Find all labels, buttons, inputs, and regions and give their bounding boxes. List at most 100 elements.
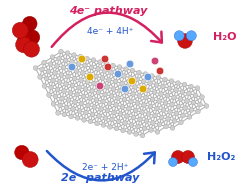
- Circle shape: [140, 133, 144, 138]
- Circle shape: [76, 62, 80, 66]
- Circle shape: [167, 110, 172, 114]
- Circle shape: [134, 77, 139, 82]
- Circle shape: [152, 113, 157, 118]
- Circle shape: [111, 87, 115, 91]
- Circle shape: [161, 108, 165, 112]
- Circle shape: [132, 85, 137, 89]
- Circle shape: [100, 76, 104, 80]
- Circle shape: [78, 54, 82, 59]
- Circle shape: [110, 63, 115, 68]
- Circle shape: [199, 95, 204, 99]
- Circle shape: [89, 89, 94, 93]
- Circle shape: [38, 75, 42, 79]
- Circle shape: [172, 119, 176, 123]
- Circle shape: [148, 128, 153, 132]
- Circle shape: [89, 65, 93, 70]
- Circle shape: [48, 62, 53, 66]
- Circle shape: [151, 57, 158, 65]
- Circle shape: [114, 126, 118, 131]
- Circle shape: [139, 110, 144, 114]
- Circle shape: [79, 101, 83, 106]
- Circle shape: [87, 72, 91, 77]
- Circle shape: [87, 96, 92, 100]
- Circle shape: [52, 71, 57, 75]
- Circle shape: [158, 92, 163, 96]
- Circle shape: [50, 55, 55, 59]
- Circle shape: [137, 94, 141, 98]
- Circle shape: [162, 77, 167, 82]
- Circle shape: [133, 108, 137, 113]
- Circle shape: [81, 94, 85, 99]
- Circle shape: [91, 58, 96, 62]
- Circle shape: [105, 108, 109, 113]
- Circle shape: [169, 79, 173, 83]
- Circle shape: [33, 66, 38, 70]
- Circle shape: [96, 114, 101, 118]
- Circle shape: [47, 93, 51, 97]
- Circle shape: [94, 98, 99, 102]
- Circle shape: [141, 103, 146, 107]
- Circle shape: [58, 49, 63, 54]
- Circle shape: [15, 145, 29, 160]
- Circle shape: [124, 114, 129, 118]
- Circle shape: [130, 68, 134, 73]
- Text: H₂O₂: H₂O₂: [206, 152, 234, 162]
- Circle shape: [145, 88, 150, 93]
- Circle shape: [182, 106, 186, 110]
- FancyArrowPatch shape: [47, 151, 154, 180]
- Circle shape: [119, 81, 124, 86]
- Circle shape: [84, 56, 89, 61]
- Circle shape: [75, 116, 79, 120]
- Circle shape: [122, 121, 127, 125]
- Circle shape: [111, 110, 116, 115]
- Circle shape: [173, 31, 183, 41]
- Circle shape: [136, 70, 141, 75]
- Circle shape: [51, 102, 56, 106]
- Circle shape: [124, 90, 128, 95]
- Circle shape: [116, 119, 120, 124]
- Text: 2e⁻ + 2H⁺: 2e⁻ + 2H⁺: [81, 163, 128, 171]
- Circle shape: [186, 115, 191, 119]
- Circle shape: [22, 152, 38, 167]
- Circle shape: [137, 117, 142, 122]
- Circle shape: [55, 111, 60, 115]
- Circle shape: [69, 114, 73, 119]
- Circle shape: [143, 95, 148, 100]
- Circle shape: [150, 97, 154, 102]
- Circle shape: [179, 90, 184, 94]
- Circle shape: [163, 124, 168, 129]
- Circle shape: [195, 109, 200, 114]
- Circle shape: [61, 65, 66, 70]
- Circle shape: [91, 81, 96, 86]
- Circle shape: [16, 37, 32, 53]
- Circle shape: [148, 104, 152, 109]
- Circle shape: [135, 124, 140, 129]
- Circle shape: [150, 121, 155, 125]
- Circle shape: [57, 80, 61, 84]
- Circle shape: [59, 96, 64, 101]
- Circle shape: [50, 78, 55, 83]
- Circle shape: [97, 60, 102, 64]
- Circle shape: [191, 100, 195, 105]
- Circle shape: [171, 150, 184, 163]
- Circle shape: [90, 112, 94, 117]
- Circle shape: [104, 85, 109, 89]
- Circle shape: [100, 99, 105, 104]
- Circle shape: [93, 74, 98, 79]
- Circle shape: [44, 76, 49, 81]
- Circle shape: [64, 82, 68, 86]
- Circle shape: [127, 130, 131, 134]
- Circle shape: [126, 106, 131, 111]
- Circle shape: [62, 112, 67, 117]
- Circle shape: [74, 69, 78, 73]
- Circle shape: [42, 60, 46, 65]
- Circle shape: [68, 91, 73, 95]
- Circle shape: [109, 117, 114, 122]
- Circle shape: [130, 92, 135, 96]
- Circle shape: [81, 118, 86, 122]
- Circle shape: [180, 113, 184, 118]
- Circle shape: [156, 99, 161, 103]
- Circle shape: [98, 83, 102, 88]
- Circle shape: [165, 117, 170, 121]
- Circle shape: [113, 79, 117, 84]
